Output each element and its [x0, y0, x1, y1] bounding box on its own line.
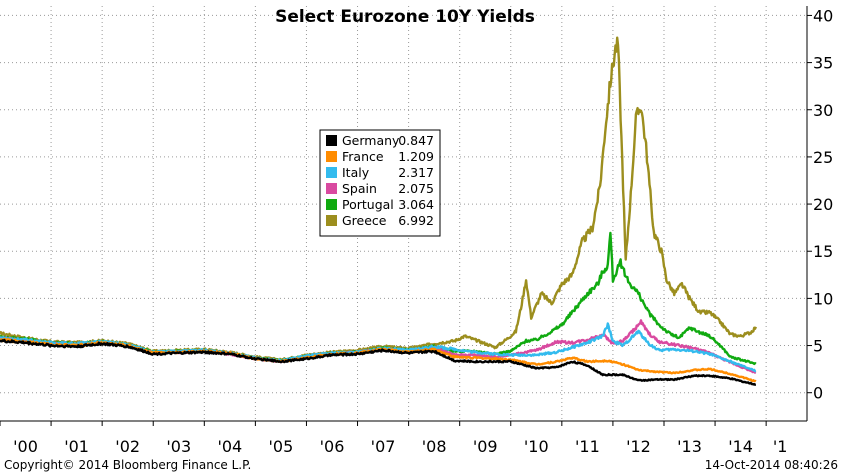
x-tick-label: '1 — [773, 437, 788, 456]
y-tick-label: 0 — [813, 384, 823, 403]
legend-label-germany: Germany — [342, 133, 400, 148]
x-tick-label: '07 — [371, 437, 396, 456]
legend-label-france: France — [342, 149, 384, 164]
y-tick-label: 25 — [813, 148, 833, 167]
series-layer — [0, 36, 758, 386]
x-tick-label: '09 — [473, 437, 498, 456]
legend-value-greece: 6.992 — [398, 213, 434, 228]
x-tick-label: '12 — [626, 437, 651, 456]
y-tick-label: 35 — [813, 54, 833, 73]
y-tick-label: 15 — [813, 242, 833, 261]
y-axis-ticks: 0 5 10 15 20 25 30 35 40 — [807, 6, 833, 403]
legend-label-greece: Greece — [342, 213, 387, 228]
legend-swatch-portugal — [326, 199, 337, 210]
x-tick-label: '11 — [575, 437, 600, 456]
legend-box — [319, 129, 441, 237]
legend-value-france: 1.209 — [398, 149, 434, 164]
legend-label-spain: Spain — [342, 181, 377, 196]
legend-value-portugal: 3.064 — [398, 197, 434, 212]
y-tick-label: 5 — [813, 337, 823, 356]
legend-swatch-spain — [326, 183, 337, 194]
x-tick-label: '05 — [269, 437, 294, 456]
x-tick-label: '13 — [677, 437, 702, 456]
legend-swatch-france — [326, 151, 337, 162]
series-line-germany — [0, 338, 757, 386]
legend-label-portugal: Portugal — [342, 197, 394, 212]
x-tick-label: '01 — [64, 437, 89, 456]
legend-swatch-greece — [326, 215, 337, 226]
legend-value-italy: 2.317 — [398, 165, 434, 180]
y-tick-label: 30 — [813, 101, 833, 120]
series-line-greece — [0, 36, 758, 362]
x-tick-label: '03 — [166, 437, 191, 456]
x-tick-label: '00 — [13, 437, 38, 456]
legend-swatch-italy — [326, 167, 337, 178]
x-axis-ticks: '00 '01 '02 '03 '04 '05 '06 '07 '08 '09 '10 '11 '12 '… — [0, 421, 787, 456]
legend-label-italy: Italy — [342, 165, 370, 180]
legend-swatch-germany — [326, 135, 337, 146]
legend-value-germany: 0.847 — [398, 133, 434, 148]
copyright-text: Copyright© 2014 Bloomberg Finance L.P. — [4, 458, 251, 472]
x-tick-label: '04 — [217, 437, 242, 456]
y-tick-label: 10 — [813, 289, 833, 308]
x-tick-label: '06 — [320, 437, 345, 456]
y-tick-label: 40 — [813, 6, 833, 25]
x-tick-label: '10 — [524, 437, 549, 456]
x-tick-label: '14 — [728, 437, 753, 456]
x-tick-label: '08 — [422, 437, 447, 456]
timestamp-text: 14-Oct-2014 08:40:26 — [705, 458, 838, 472]
x-tick-label: '02 — [115, 437, 140, 456]
y-tick-label: 20 — [813, 195, 833, 214]
chart-title: Select Eurozone 10Y Yields — [275, 7, 535, 27]
legend-value-spain: 2.075 — [398, 181, 434, 196]
